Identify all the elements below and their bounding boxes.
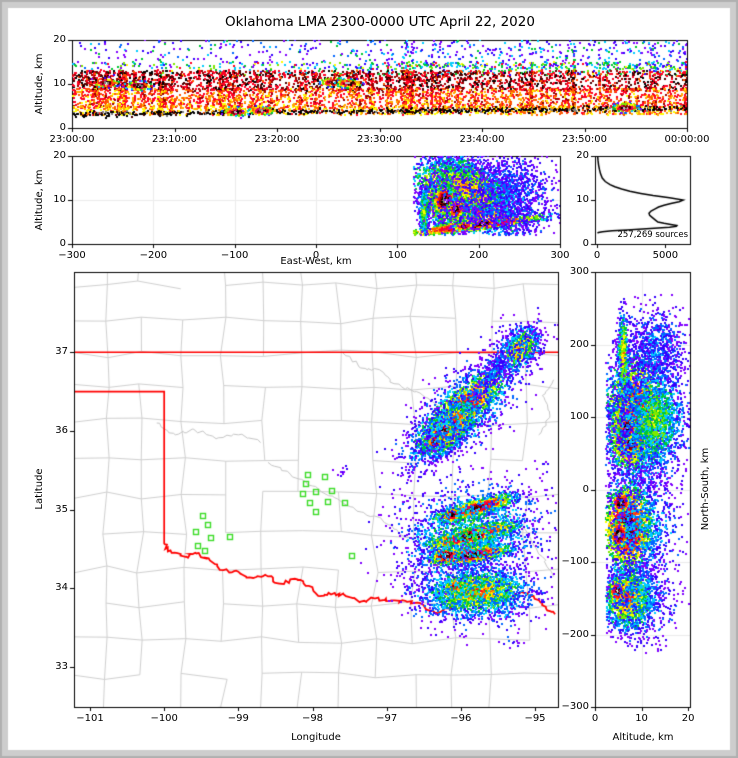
source-count-annotation: 257,269 sources: [617, 230, 688, 240]
tick-label: 23:10:00: [152, 134, 197, 145]
tick-label: −101: [76, 713, 104, 724]
tick-label: 23:50:00: [562, 134, 607, 145]
tick-label: 20: [53, 150, 66, 161]
tick-label: 35: [55, 503, 68, 515]
tick-label: 23:30:00: [357, 134, 402, 145]
tick-label: −99: [227, 713, 249, 724]
tick-label: 33: [55, 660, 68, 672]
tick-label: 20: [576, 150, 589, 161]
tick-label: 200: [469, 250, 489, 261]
tick-label: 0: [582, 238, 589, 249]
tick-label: 34: [55, 582, 68, 594]
tick-label: −100: [220, 250, 249, 261]
tick-label: −300: [58, 250, 86, 261]
ew-altitude-xlabel: East-West, km: [280, 256, 352, 267]
tick-label: 00:00:00: [664, 134, 710, 145]
tick-label: 200: [569, 338, 589, 350]
ns-altitude-xlabel: Altitude, km: [612, 732, 674, 743]
tick-label: −96: [450, 713, 472, 724]
tick-label: 10: [576, 194, 589, 205]
tick-label: 5000: [652, 250, 679, 261]
tick-label: 10: [53, 194, 66, 205]
tick-label: −200: [139, 250, 168, 261]
tick-label: 300: [550, 250, 570, 261]
tick-label: 23:40:00: [459, 134, 505, 145]
tick-label: 100: [569, 411, 589, 422]
tick-label: −100: [561, 556, 589, 567]
tick-label: 23:20:00: [254, 134, 300, 145]
ns-altitude-ylabel: North-South, km: [700, 447, 711, 531]
tick-label: 0: [312, 250, 320, 261]
tick-label: 23:00:00: [49, 134, 95, 145]
tick-label: −200: [561, 628, 589, 640]
tick-label: 20: [53, 34, 66, 45]
tick-label: −98: [301, 713, 324, 724]
tick-label: −97: [376, 713, 398, 724]
tick-label: 36: [55, 424, 68, 436]
tick-label: 0: [593, 250, 601, 261]
tick-label: 10: [53, 78, 66, 89]
tick-label: 0: [582, 483, 589, 495]
tick-label: −100: [150, 713, 178, 724]
tick-label: 10: [635, 713, 648, 724]
tick-label: 300: [569, 266, 589, 277]
tick-label: 20: [681, 713, 695, 724]
tick-label: −95: [524, 713, 546, 724]
tick-label: 0: [59, 238, 66, 249]
tick-label: 0: [591, 713, 599, 724]
map-xlabel: Longitude: [291, 732, 341, 743]
tick-label: −300: [561, 701, 589, 712]
tick-label: 0: [59, 122, 66, 133]
tick-label: 37: [55, 346, 68, 358]
tick-label: 100: [387, 250, 407, 261]
